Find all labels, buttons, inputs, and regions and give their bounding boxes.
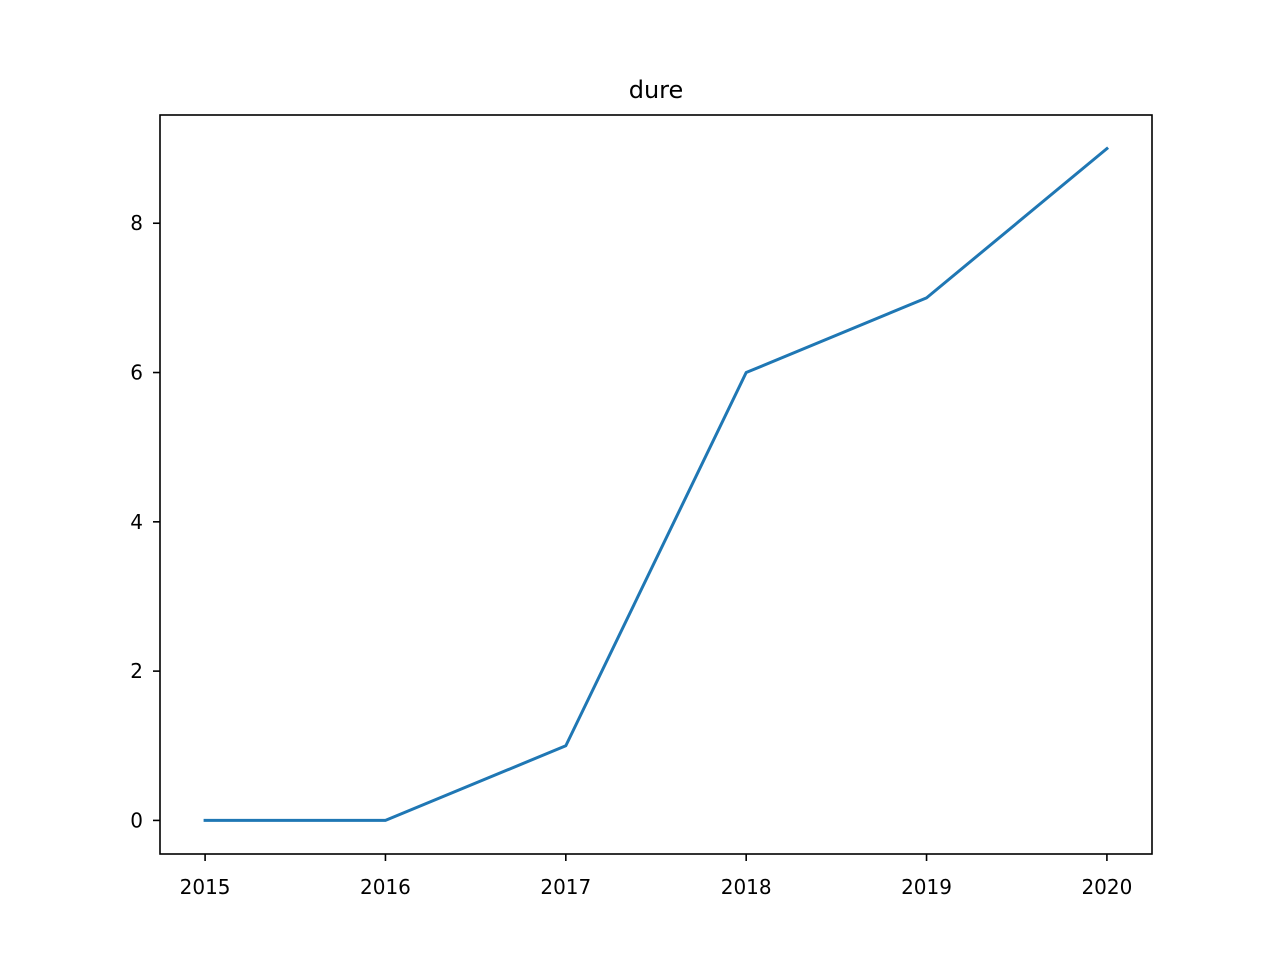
x-axis: 2015 2016 2017 2018 2019 2020 [180,854,1132,899]
x-tick-label: 2018 [721,875,772,899]
series-layer [203,146,1110,822]
y-axis: 0 2 4 6 8 [130,211,160,832]
x-tick-label: 2016 [360,875,411,899]
y-tick-label: 8 [130,211,143,235]
y-tick-label: 6 [130,361,143,385]
y-tick-label: 4 [130,510,143,534]
chart-title: dure [629,76,684,104]
series-line [203,146,1110,822]
x-tick-label: 2015 [180,875,231,899]
x-tick-label: 2019 [901,875,952,899]
y-tick-label: 2 [130,659,143,683]
x-tick-label: 2017 [540,875,591,899]
x-tick-label: 2020 [1081,875,1132,899]
y-tick-label: 0 [130,808,143,832]
plot-frame [159,114,1153,855]
